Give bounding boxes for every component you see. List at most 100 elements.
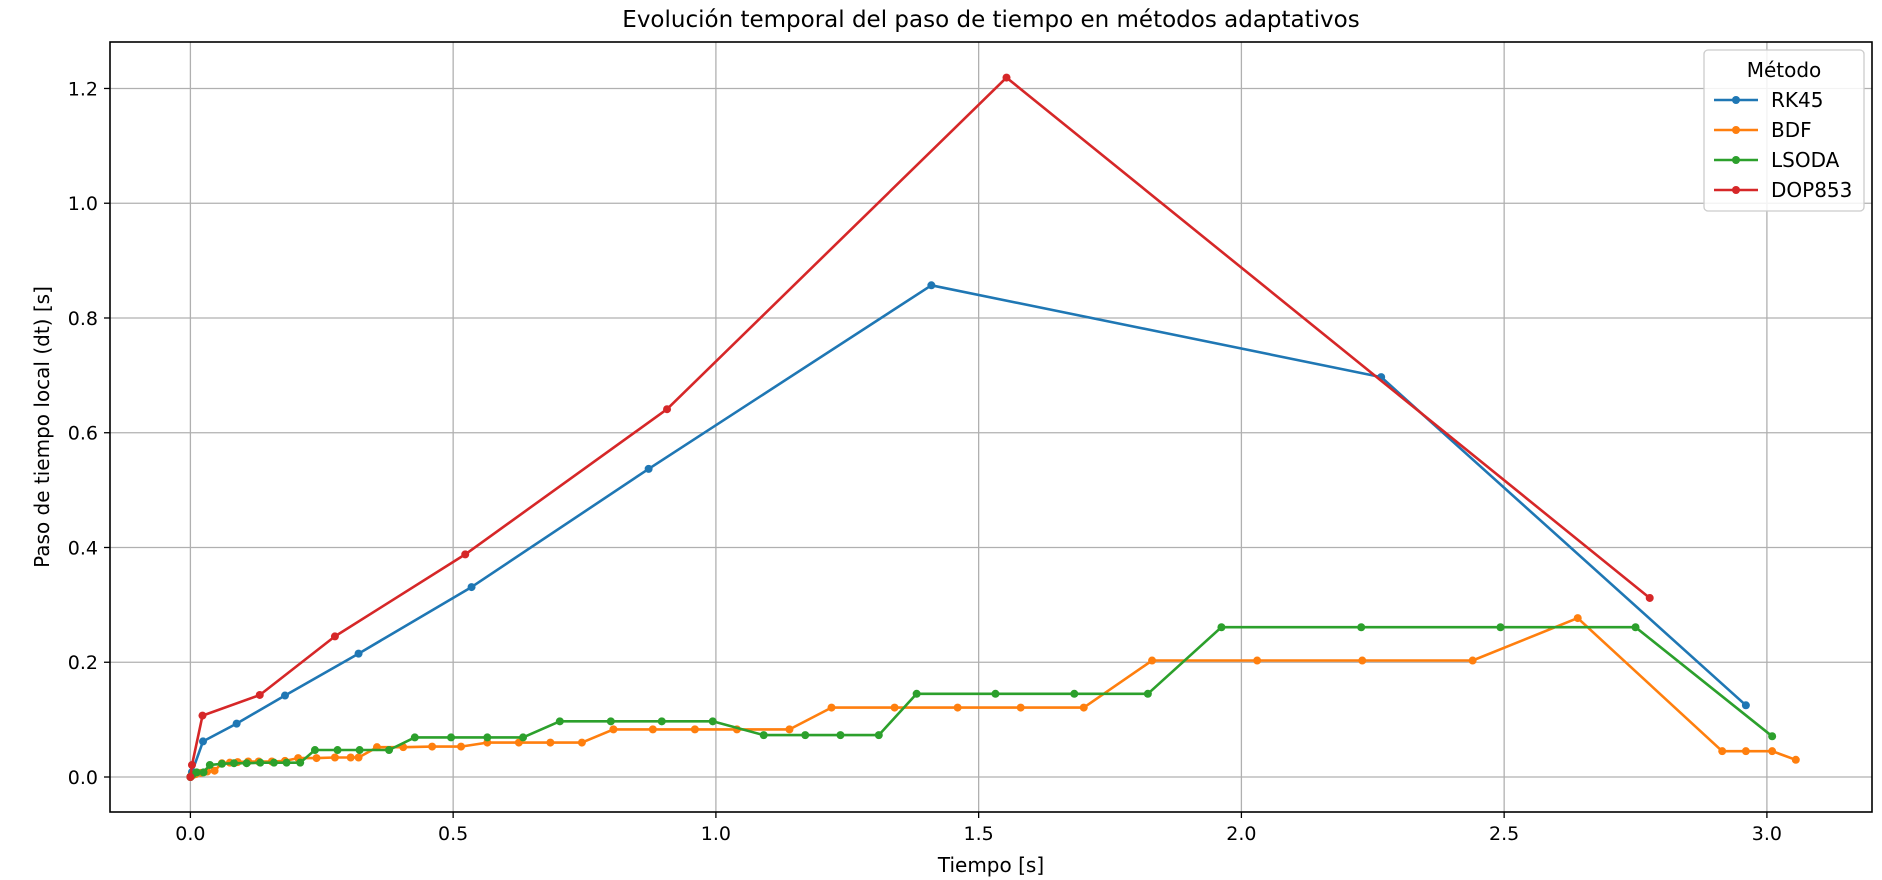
y-tick-label: 1.2 [68,78,98,100]
data-point-bdf [577,738,586,747]
data-point-dop853 [255,690,264,699]
legend-item-bdf: BDF [1714,118,1812,142]
data-point-lsoda [447,733,456,742]
chart-title: Evolución temporal del paso de tiempo en… [622,7,1359,33]
data-point-lsoda [230,759,239,768]
data-point-lsoda [606,717,615,726]
x-tick-label: 0.5 [438,823,468,845]
legend-item-rk45: RK45 [1714,88,1823,112]
legend-label: DOP853 [1771,178,1852,202]
data-point-lsoda [192,768,201,777]
data-point-rk45 [644,464,653,473]
y-tick-label: 0.4 [68,537,98,559]
x-tick-label: 1.0 [701,823,731,845]
data-point-rk45 [1741,701,1750,710]
data-point-dop853 [198,711,207,720]
x-tick-label: 1.5 [964,823,994,845]
x-tick-label: 0.0 [175,823,205,845]
data-point-dop853 [187,760,196,769]
data-point-bdf [1148,656,1157,665]
data-point-lsoda [912,689,921,698]
data-point-bdf [1016,703,1025,712]
legend-box [1703,49,1865,212]
legend-label: RK45 [1771,88,1823,112]
data-point-lsoda [242,759,251,768]
data-point-bdf [1718,747,1727,756]
data-point-lsoda [1143,689,1152,698]
data-point-rk45 [354,649,363,658]
data-point-bdf [312,754,321,763]
data-point-lsoda [519,733,528,742]
data-point-bdf [690,725,699,734]
x-tick-label: 2.0 [1226,823,1256,845]
x-axis-ticks: 0.0 0.5 1.0 1.5 2.0 2.5 3.0 [175,812,1782,845]
data-point-bdf [609,725,618,734]
data-point-bdf [428,742,437,751]
series-dop853 [186,73,1654,781]
data-point-lsoda [256,758,265,767]
y-axis-label: Paso de tiempo local (dt) [s] [30,286,54,568]
data-point-rk45 [232,719,241,728]
data-point-bdf [1573,614,1582,623]
data-point-lsoda [555,717,564,726]
legend-item-lsoda: LSODA [1714,148,1840,172]
data-point-lsoda [801,731,810,740]
data-point-dop853 [1645,593,1654,602]
data-point-dop853 [330,632,339,641]
data-point-lsoda [282,758,291,767]
series-lsoda [186,623,1777,781]
data-point-lsoda [410,733,419,742]
data-point-rk45 [927,281,936,290]
data-point-lsoda [385,746,394,755]
data-point-bdf [210,766,219,775]
data-point-bdf [1253,656,1262,665]
data-point-bdf [1791,755,1800,764]
y-tick-label: 1.0 [68,193,98,215]
data-point-lsoda [333,746,342,755]
data-point-lsoda [1357,623,1366,632]
data-point-lsoda [1768,732,1777,741]
y-tick-label: 0.2 [68,652,98,674]
data-point-lsoda [483,733,492,742]
data-point-lsoda [759,731,768,740]
data-point-bdf [1741,747,1750,756]
y-tick-label: 0.6 [68,423,98,445]
data-point-lsoda [205,760,214,769]
data-point-bdf [953,703,962,712]
x-tick-label: 3.0 [1752,823,1782,845]
data-point-lsoda [991,689,1000,698]
data-point-lsoda [355,746,364,755]
data-point-bdf [1768,747,1777,756]
data-point-lsoda [217,759,226,768]
legend-label: LSODA [1771,148,1840,172]
data-point-lsoda [657,717,666,726]
data-point-lsoda [708,717,717,726]
data-point-rk45 [199,737,208,746]
data-point-bdf [648,725,657,734]
data-point-bdf [1358,656,1367,665]
legend-marker [1732,156,1740,164]
data-point-bdf [546,738,555,747]
data-point-rk45 [467,583,476,592]
data-point-lsoda [1217,623,1226,632]
data-point-dop853 [461,550,470,559]
data-point-bdf [457,742,466,751]
data-point-bdf [1079,703,1088,712]
legend-label: BDF [1771,118,1812,142]
y-tick-label: 0.8 [68,308,98,330]
data-point-dop853 [663,405,672,414]
data-point-lsoda [1496,623,1505,632]
data-point-lsoda [310,746,319,755]
axes-frame [109,41,1873,813]
data-point-bdf [785,725,794,734]
legend-item-dop853: DOP853 [1714,178,1852,202]
y-axis-ticks: 0.0 0.2 0.4 0.6 0.8 1.0 1.2 [68,78,110,789]
data-point-bdf [330,753,339,762]
data-point-dop853 [1002,73,1011,82]
legend-marker [1732,186,1740,194]
plot-area [186,73,1800,781]
data-point-lsoda [199,768,208,777]
data-point-lsoda [874,731,883,740]
data-point-rk45 [280,691,289,700]
